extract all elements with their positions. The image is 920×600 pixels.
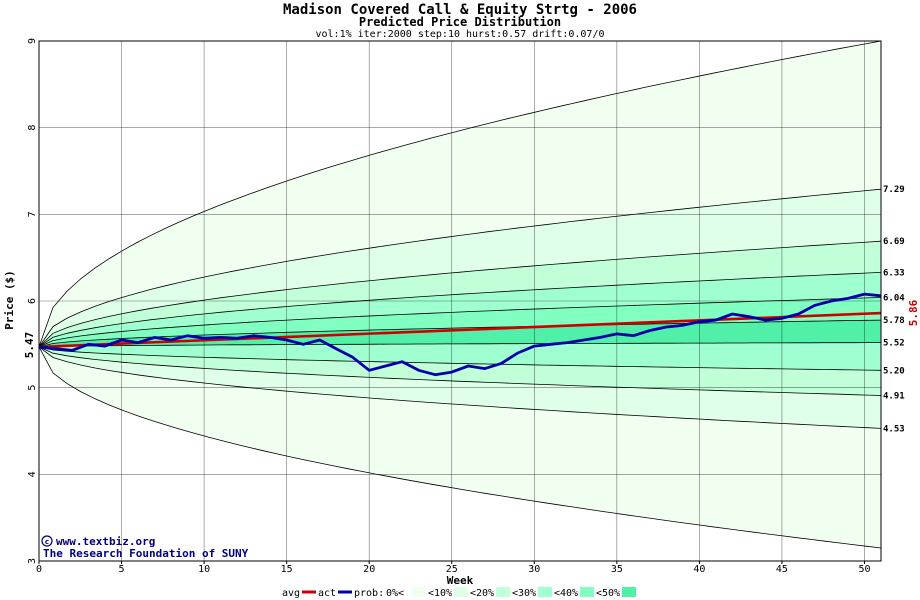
contour-line-8 xyxy=(38,346,882,429)
legend-prob-label: prob: xyxy=(354,588,384,599)
y-tick-label: 8 xyxy=(27,125,38,131)
y-tick-label: 4 xyxy=(27,471,38,477)
legend-item-swatch xyxy=(412,587,426,597)
y-tick-label: 5 xyxy=(27,385,38,391)
plot-frame xyxy=(38,40,882,562)
x-tick-label: 25 xyxy=(446,564,458,575)
x-tick-label: 0 xyxy=(36,564,42,575)
quantile-label: 6.33 xyxy=(883,268,905,278)
copyright-glyph: c xyxy=(45,538,49,546)
plot-border xyxy=(38,40,882,562)
x-tick-label: 50 xyxy=(858,564,870,575)
legend-item-label: 0%< xyxy=(386,588,404,599)
legend-item-swatch xyxy=(454,587,468,597)
credit-website[interactable]: www.textbiz.org xyxy=(56,535,155,548)
end-average-label: 5.86 xyxy=(907,299,920,326)
legend: avg act prob: 0%< <10% <20% <30% <40% <50% xyxy=(282,587,636,599)
y-tick-label: 7 xyxy=(27,211,38,217)
start-price-label: 5.47 xyxy=(23,332,36,359)
contour-line-5 xyxy=(38,342,881,348)
contour-line-7 xyxy=(38,346,882,396)
copyright-icon xyxy=(41,535,53,547)
quantile-label: 6.69 xyxy=(883,237,905,247)
probability-bands xyxy=(39,41,881,548)
legend-item-label: <40% xyxy=(554,588,578,599)
legend-item-label: <50% xyxy=(596,588,620,599)
quantile-label: 4.53 xyxy=(883,424,905,434)
x-tick-label: 40 xyxy=(693,564,705,575)
x-axis-ticks: 0 5 10 15 20 25 30 35 40 45 50 xyxy=(36,561,871,575)
contour-line-4 xyxy=(38,319,882,348)
contour-line-10 xyxy=(38,346,882,549)
simulation-params: vol:1% iter:2000 step:10 hurst:0.57 drif… xyxy=(316,29,605,40)
y-axis-ticks: 3 4 5 6 7 8 9 xyxy=(27,38,38,564)
legend-item-swatch xyxy=(580,587,594,597)
price-series xyxy=(38,292,882,377)
x-tick-label: 35 xyxy=(611,564,623,575)
x-tick-label: 10 xyxy=(198,564,210,575)
x-tick-label: 5 xyxy=(119,564,125,575)
contour-line-9 xyxy=(38,40,882,348)
series-line-avg xyxy=(38,311,882,349)
x-tick-label: 45 xyxy=(776,564,788,575)
quantile-label: 5.78 xyxy=(883,316,905,326)
contour-line-3 xyxy=(38,297,882,348)
legend-item-label: <30% xyxy=(512,588,536,599)
y-tick-label: 6 xyxy=(27,298,38,304)
legend-item-swatch xyxy=(622,587,636,597)
series-line-act xyxy=(38,292,882,377)
chart-title: Madison Covered Call & Equity Strtg - 20… xyxy=(283,2,637,18)
y-tick-label: 9 xyxy=(27,38,38,44)
x-tick-label: 30 xyxy=(528,564,540,575)
x-tick-label: 20 xyxy=(363,564,375,575)
contour-line-0 xyxy=(38,188,882,348)
contour-line-6 xyxy=(38,346,882,371)
contour-line-2 xyxy=(38,272,882,348)
quantile-label: 6.04 xyxy=(883,294,905,304)
x-tick-label: 15 xyxy=(281,564,293,575)
legend-item-label: <10% xyxy=(428,588,452,599)
legend-act-label: act xyxy=(318,588,336,599)
x-axis-label: Week xyxy=(447,574,474,587)
chart-subtitle: Predicted Price Distribution xyxy=(359,15,561,29)
legend-item-label: <20% xyxy=(470,588,494,599)
quantile-contours xyxy=(38,40,882,549)
quantile-label: 5.20 xyxy=(883,366,905,376)
credit-organization: The Research Foundation of SUNY xyxy=(43,547,249,560)
y-tick-label: 3 xyxy=(27,558,38,564)
legend-item-swatch xyxy=(496,587,510,597)
quantile-label: 7.29 xyxy=(883,185,905,195)
quantile-label: 4.91 xyxy=(883,391,905,401)
quantile-labels: 7.29 6.69 6.33 6.04 5.78 5.52 5.20 4.91 4.53 xyxy=(883,185,905,434)
legend-avg-label: avg xyxy=(282,588,300,599)
y-axis-label: Price ($) xyxy=(3,270,16,330)
contour-line-1 xyxy=(38,240,882,348)
legend-item-swatch xyxy=(538,587,552,597)
quantile-label: 5.52 xyxy=(883,339,905,349)
